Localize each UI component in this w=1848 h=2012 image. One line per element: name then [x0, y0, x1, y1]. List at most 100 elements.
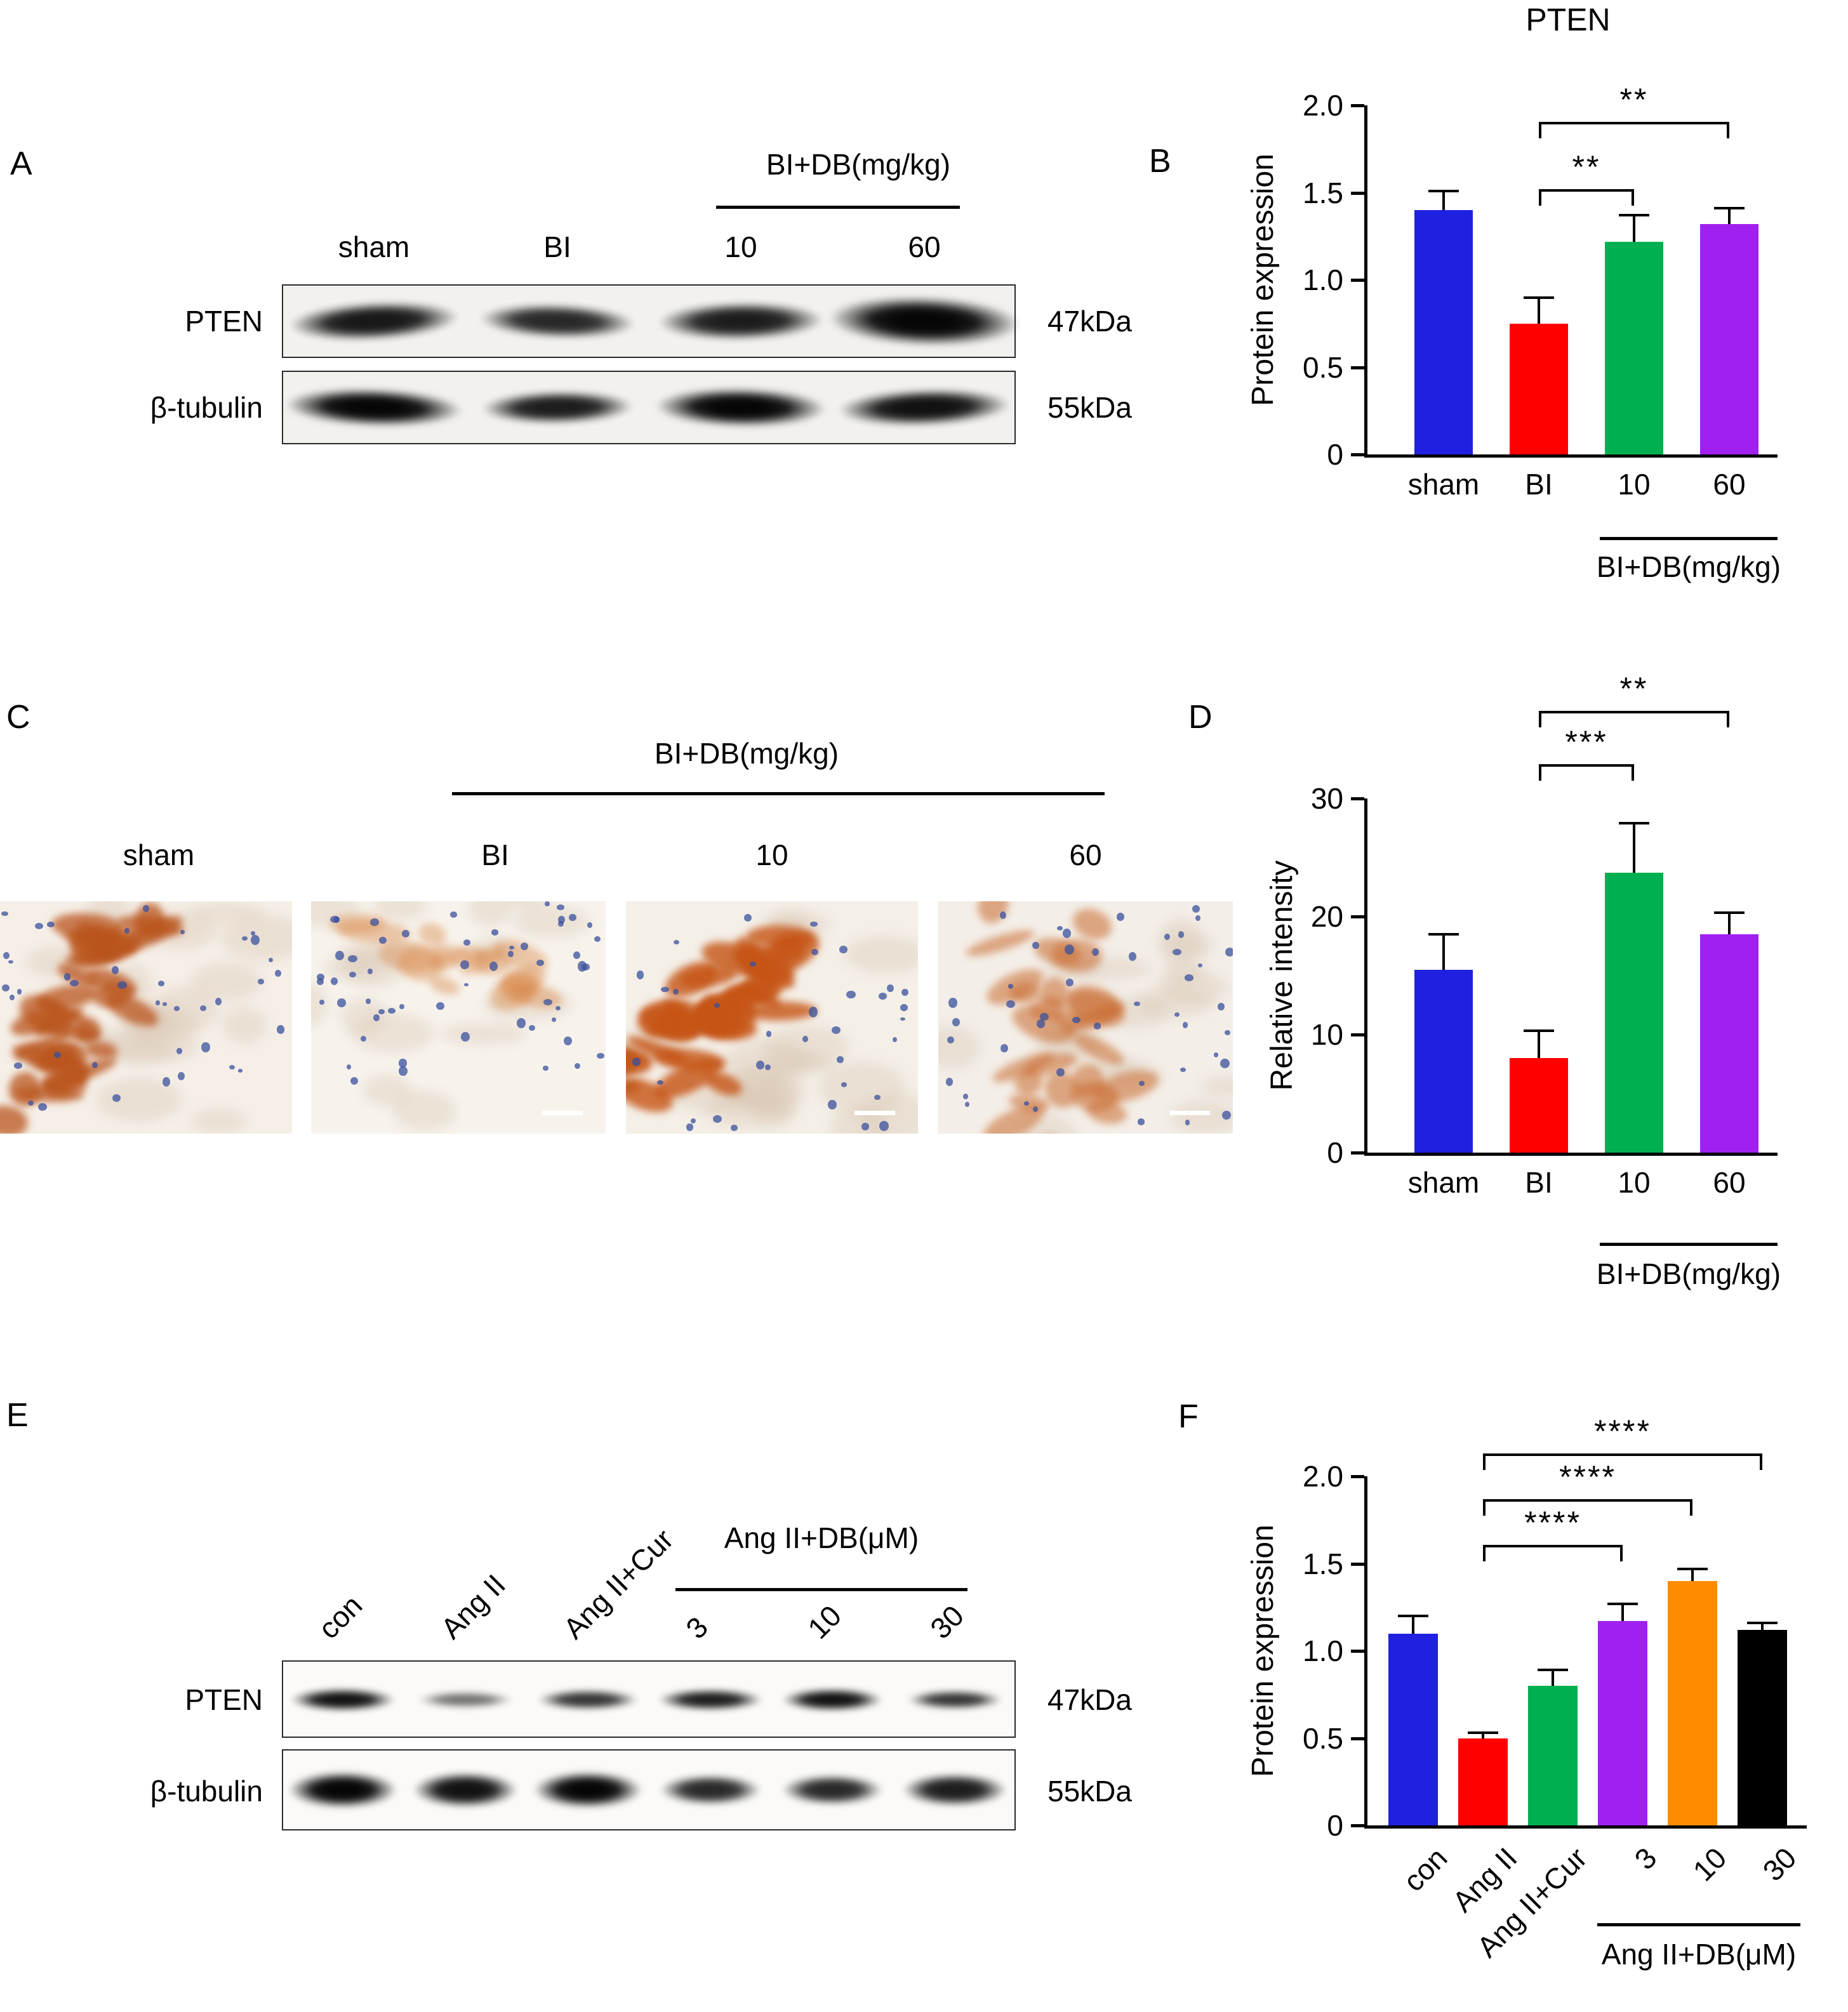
- nucleus-dot: [336, 998, 346, 1008]
- y-tick-label: 2.0: [1303, 89, 1343, 122]
- tissue-texture: [1134, 989, 1214, 1017]
- nucleus-dot: [948, 998, 957, 1008]
- nucleus-dot: [347, 1064, 352, 1069]
- nucleus-dot: [330, 916, 340, 923]
- group-label: BI+DB(mg/kg): [1596, 550, 1781, 583]
- nucleus-dot: [874, 1094, 881, 1100]
- nucleus-dot: [378, 936, 387, 944]
- error-bar: [1538, 1031, 1540, 1059]
- nucleus-dot: [251, 935, 260, 946]
- sig-stars: ****: [1594, 1413, 1651, 1449]
- nucleus-dot: [964, 1102, 970, 1108]
- nucleus-dot: [886, 984, 894, 992]
- nucleus-dot: [558, 916, 565, 924]
- nucleus-dot: [180, 929, 185, 935]
- nucleus-dot: [879, 1121, 889, 1132]
- x-tick-label: sham: [1407, 1166, 1480, 1199]
- nucleus-dot: [378, 1009, 385, 1015]
- nucleus-dot: [463, 939, 471, 946]
- nucleus-dot: [731, 1125, 738, 1131]
- stain-blob: [0, 1102, 30, 1134]
- tissue-texture: [189, 903, 264, 923]
- nucleus-dot: [543, 1066, 548, 1071]
- nucleus-dot: [1172, 948, 1181, 956]
- scale-bar: [1169, 1111, 1210, 1115]
- nucleus-dot: [594, 936, 601, 942]
- sig-stars: ****: [1559, 1459, 1616, 1495]
- sig-tick: [1620, 1545, 1623, 1561]
- error-bar-cap: [1619, 822, 1649, 825]
- sig-line: [1539, 189, 1634, 192]
- tissue-texture: [469, 937, 520, 963]
- nucleus-dot: [9, 994, 15, 1000]
- lane-label-BI: BI: [481, 838, 509, 871]
- tissue-texture: [440, 1023, 529, 1046]
- nucleus-dot: [1139, 1080, 1145, 1087]
- error-bar: [1412, 1616, 1414, 1634]
- nucleus-dot: [900, 1004, 908, 1012]
- x-tick-label: sham: [1407, 468, 1480, 501]
- bar-Ang II+Cur: [1528, 1686, 1578, 1825]
- sig-stars: **: [1572, 149, 1601, 185]
- tissue-texture: [1164, 958, 1204, 985]
- nucleus-dot: [489, 962, 498, 972]
- sig-tick: [1632, 189, 1634, 206]
- lane-label-sham: sham: [123, 838, 195, 871]
- tissue-texture: [311, 982, 328, 1027]
- protein-band: [660, 1775, 761, 1805]
- ihc-image-10: [626, 901, 918, 1134]
- tissue-texture: [336, 943, 422, 966]
- nucleus-dot: [691, 1118, 696, 1124]
- error-bar-cap: [1747, 1622, 1778, 1624]
- ihc-image-sham: [0, 901, 292, 1134]
- error-bar-cap: [1619, 214, 1649, 217]
- nucleus-dot: [142, 904, 149, 913]
- nucleus-dot: [399, 1059, 408, 1068]
- nucleus-dot: [200, 1005, 207, 1012]
- x-tick-label: 60: [1713, 468, 1746, 501]
- nucleus-dot: [69, 979, 79, 987]
- bar-60: [1700, 224, 1758, 454]
- y-tick: [1351, 453, 1364, 456]
- nucleus-dot: [436, 1002, 444, 1010]
- error-bar-cap: [1524, 1029, 1554, 1033]
- protein-band: [288, 1771, 397, 1808]
- nucleus-dot: [673, 988, 679, 995]
- bar-BI: [1510, 323, 1568, 454]
- sig-tick: [1632, 764, 1634, 781]
- nucleus-dot: [577, 961, 587, 972]
- y-axis-title: Protein expression: [1246, 154, 1280, 406]
- nucleus-dot: [173, 1005, 180, 1011]
- nucleus-dot: [1137, 1118, 1145, 1125]
- x-tick-label: 10: [1618, 468, 1651, 501]
- error-bar: [1552, 1670, 1554, 1686]
- nucleus-dot: [157, 980, 164, 986]
- nucleus-dot: [552, 1017, 557, 1023]
- protein-band: [781, 1775, 883, 1805]
- x-axis: [1364, 1153, 1778, 1156]
- nucleus-dot: [861, 1123, 869, 1130]
- panel-a-protein-label-tubulin: β-tubulin: [150, 391, 263, 424]
- bar-30: [1738, 1630, 1787, 1825]
- bar-60: [1700, 934, 1758, 1153]
- sig-stars: ***: [1565, 724, 1608, 760]
- nucleus-dot: [556, 904, 565, 910]
- lane-label-con: con: [312, 1588, 369, 1645]
- protein-band: [907, 1690, 1002, 1709]
- nucleus-dot: [557, 921, 564, 927]
- panel-e-mw-label-47kda: 47kDa: [1047, 1683, 1132, 1716]
- y-tick-label: 1.5: [1303, 176, 1343, 209]
- nucleus-dot: [34, 922, 43, 929]
- nucleus-dot: [1116, 912, 1125, 921]
- nucleus-dot: [952, 1017, 960, 1026]
- tissue-texture: [468, 901, 514, 927]
- tissue-texture: [104, 1029, 199, 1062]
- nucleus-dot: [319, 1000, 324, 1005]
- panel-e-mw-label-55kda: 55kDa: [1047, 1775, 1132, 1808]
- panel-a-treatment-underline: [716, 206, 960, 209]
- bar-sham: [1414, 210, 1473, 454]
- panel-letter-b: B: [1149, 143, 1171, 180]
- nucleus-dot: [846, 990, 856, 999]
- nucleus-dot: [811, 949, 818, 956]
- nucleus-dot: [2, 984, 10, 992]
